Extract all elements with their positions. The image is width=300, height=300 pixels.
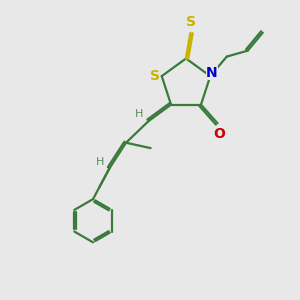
Text: O: O <box>213 127 225 141</box>
Text: H: H <box>135 109 143 119</box>
Text: N: N <box>206 65 218 80</box>
Text: H: H <box>96 157 104 167</box>
Text: S: S <box>185 15 196 29</box>
Text: S: S <box>150 68 160 83</box>
